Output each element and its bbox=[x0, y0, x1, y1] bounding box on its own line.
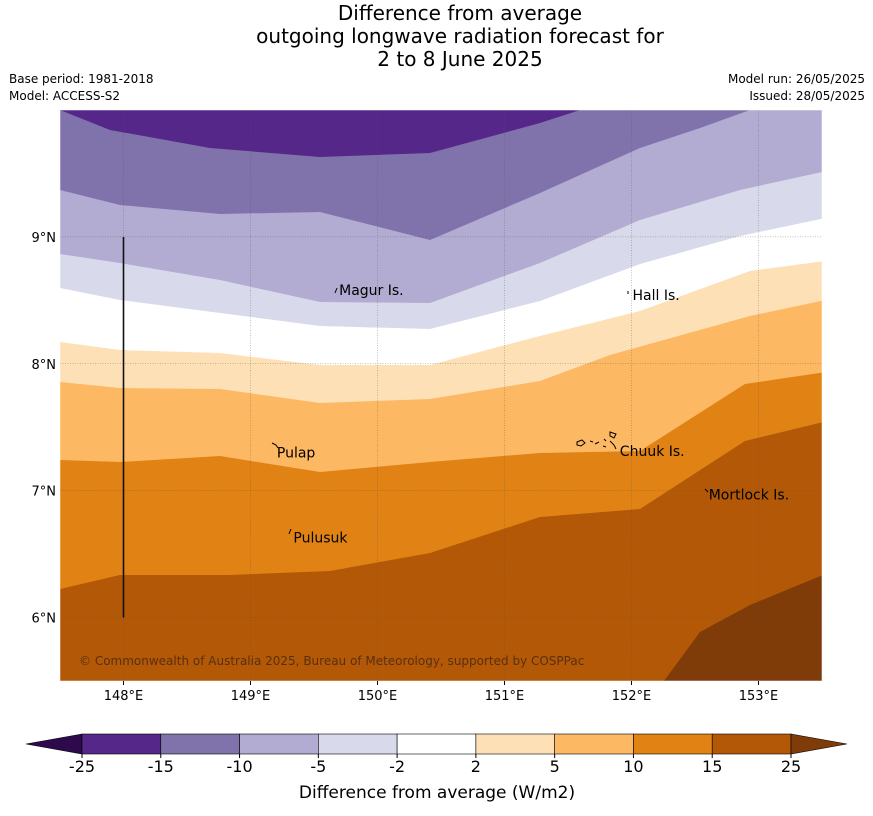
colorbar-segment-5 bbox=[475, 733, 555, 755]
meta-left: Base period: 1981-2018 Model: ACCESS-S2 bbox=[9, 71, 154, 105]
contour-field bbox=[40, 90, 840, 681]
lon-tick-label-3: 151°E bbox=[485, 689, 525, 704]
lat-tick-label-2: 7°N bbox=[32, 485, 57, 500]
colorbar-segment-2 bbox=[239, 733, 319, 755]
lon-tick-label-5: 153°E bbox=[739, 689, 779, 704]
meta-right: Model run: 26/05/2025 Issued: 28/05/2025 bbox=[728, 71, 865, 105]
issued-date: Issued: 28/05/2025 bbox=[749, 89, 865, 103]
lon-tick-label-0: 148°E bbox=[104, 689, 144, 704]
model-name: Model: ACCESS-S2 bbox=[9, 89, 121, 103]
model-run: Model run: 26/05/2025 bbox=[727, 72, 865, 86]
colorbar-label-0: -25 bbox=[69, 757, 95, 776]
lon-tick-label-1: 149°E bbox=[231, 689, 271, 704]
place-label-1: Hall Is. bbox=[633, 288, 680, 304]
island-outline-pulap bbox=[271, 442, 279, 449]
contour-band-15-to-25 bbox=[60, 422, 822, 681]
title-line-1: Difference from average bbox=[337, 1, 583, 25]
map-frame bbox=[59, 109, 823, 682]
colorbar: -25 -15 -10 -5 -2 2 5 10 15 25 bbox=[25, 733, 848, 776]
title-line-3: 2 to 8 June 2025 bbox=[377, 47, 543, 71]
longitude-ticks: 148°E 149°E 150°E 151°E 152°E 153°E bbox=[104, 681, 779, 704]
colorbar-extend-low bbox=[25, 733, 83, 755]
contour-band-above-25 bbox=[663, 575, 822, 681]
colorbar-segment-4 bbox=[396, 733, 477, 755]
colorbar-segment-7 bbox=[633, 733, 713, 755]
colorbar-segment-6 bbox=[554, 733, 634, 755]
island-outline-pulusuk bbox=[288, 528, 292, 535]
island-outline-mortlock bbox=[704, 488, 709, 493]
colorbar-extend-high bbox=[790, 733, 848, 755]
colorbar-segment-3 bbox=[318, 733, 398, 755]
colorbar-segment-8 bbox=[711, 733, 792, 755]
contour-band-below-neg-25 bbox=[40, 90, 840, 92]
colorbar-label-9: 25 bbox=[781, 757, 801, 776]
place-label-3: Chuuk Is. bbox=[620, 444, 685, 460]
colorbar-label-7: 10 bbox=[623, 757, 643, 776]
colorbar-label-2: -10 bbox=[226, 757, 252, 776]
colorbar-title: Difference from average (W/m2) bbox=[299, 783, 575, 803]
place-label-5: Pulusuk bbox=[293, 530, 348, 546]
place-label-2: Pulap bbox=[277, 445, 316, 461]
colorbar-label-4: -2 bbox=[389, 757, 405, 776]
lat-tick-label-3: 6°N bbox=[32, 612, 57, 627]
place-label-0: Magur Is. bbox=[339, 283, 404, 299]
latitude-ticks: 9°N 8°N 7°N 6°N bbox=[32, 231, 57, 627]
map-title: Difference from average outgoing longwav… bbox=[0, 2, 873, 71]
title-line-2: outgoing longwave radiation forecast for bbox=[256, 24, 664, 48]
base-period: Base period: 1981-2018 bbox=[9, 72, 154, 86]
colorbar-segment-1 bbox=[160, 733, 240, 755]
colorbar-label-1: -15 bbox=[148, 757, 174, 776]
colorbar-segment-0 bbox=[81, 733, 162, 755]
place-label-4: Mortlock Is. bbox=[709, 487, 789, 503]
lat-tick-label-1: 8°N bbox=[32, 358, 57, 373]
copyright-credit: © Commonwealth of Australia 2025, Bureau… bbox=[79, 654, 584, 668]
colorbar-label-6: 5 bbox=[550, 757, 560, 776]
island-outline-magur bbox=[334, 287, 338, 294]
lat-tick-label-0: 9°N bbox=[32, 231, 57, 246]
island-outlines bbox=[271, 287, 709, 535]
colorbar-label-8: 15 bbox=[702, 757, 722, 776]
place-labels: Magur Is. Hall Is. Pulap Chuuk Is. Mortlock … bbox=[277, 283, 789, 546]
colorbar-label-3: -5 bbox=[310, 757, 326, 776]
lon-tick-label-2: 150°E bbox=[358, 689, 398, 704]
lon-tick-label-4: 152°E bbox=[612, 689, 652, 704]
island-outline-chuuk bbox=[576, 431, 617, 450]
colorbar-label-5: 2 bbox=[471, 757, 481, 776]
